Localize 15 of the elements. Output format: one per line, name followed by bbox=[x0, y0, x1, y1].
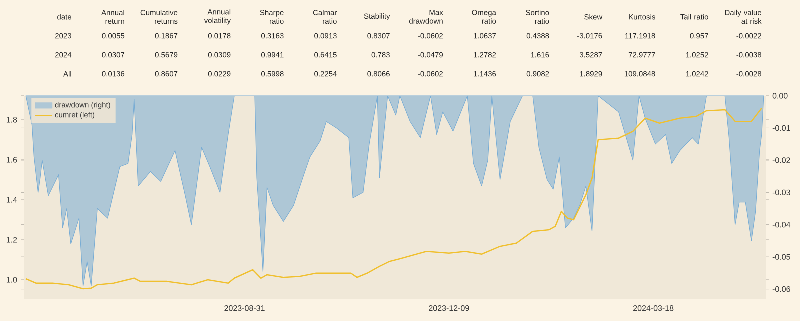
y-tick-label: 1.6 bbox=[6, 157, 18, 163]
y2-tick-label: -0.03 bbox=[772, 190, 790, 196]
y2-tick-label: 0.00 bbox=[772, 93, 788, 99]
x-tick-label: 2023-08-31 bbox=[224, 306, 265, 312]
x-tick-label: 2023-12-09 bbox=[429, 306, 470, 312]
x-tick-label: 2024-03-18 bbox=[634, 306, 674, 312]
y2-tick-label: -0.02 bbox=[772, 158, 790, 164]
y2-tick-label: -0.01 bbox=[772, 125, 790, 132]
y-tick-label: 1.0 bbox=[6, 277, 18, 283]
y2-tick-label: -0.05 bbox=[772, 254, 790, 260]
y-tick-label: 1.4 bbox=[6, 197, 18, 203]
y-tick-label: 1.8 bbox=[6, 117, 18, 123]
y-tick-label: 1.2 bbox=[6, 237, 18, 243]
y2-tick-label: -0.04 bbox=[772, 222, 791, 228]
y2-tick-label: -0.06 bbox=[772, 286, 790, 292]
